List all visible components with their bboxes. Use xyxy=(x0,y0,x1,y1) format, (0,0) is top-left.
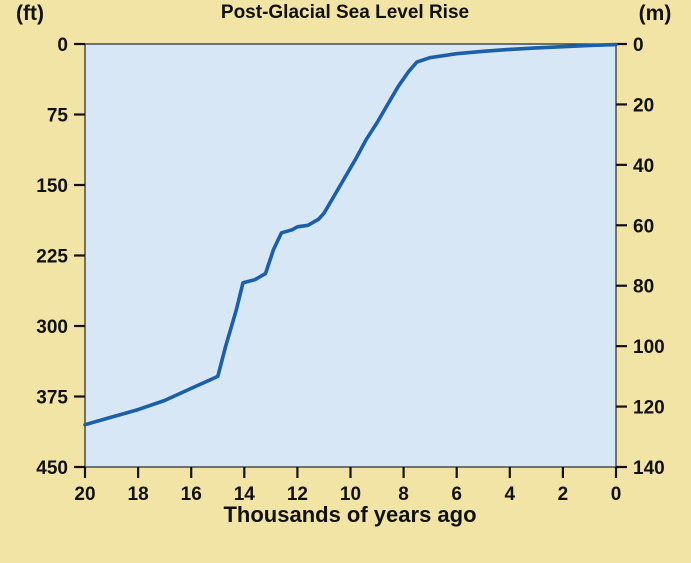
right-axis-unit: (m) xyxy=(639,2,672,25)
right-tick-label: 140 xyxy=(633,458,665,479)
plot-background xyxy=(84,43,617,468)
right-tick-label: 0 xyxy=(633,35,644,56)
left-tick-label: 75 xyxy=(47,106,69,127)
left-tick-label: 0 xyxy=(57,35,68,56)
left-tick-label: 300 xyxy=(36,317,68,338)
sea-level-line xyxy=(83,42,618,427)
x-tick-label: 6 xyxy=(451,484,462,505)
right-tick-label: 60 xyxy=(633,216,654,237)
series-layer xyxy=(83,42,618,427)
x-tick-label: 20 xyxy=(74,484,95,505)
right-tick-label: 80 xyxy=(633,277,654,298)
chart-title: Post-Glacial Sea Level Rise xyxy=(221,2,469,23)
x-tick-label: 10 xyxy=(340,484,361,505)
x-tick-label: 2 xyxy=(558,484,569,505)
right-tick-label: 20 xyxy=(633,95,654,116)
x-tick-label: 4 xyxy=(505,484,516,505)
x-tick-label: 16 xyxy=(181,484,202,505)
x-tick-label: 18 xyxy=(128,484,149,505)
x-tick-label: 0 xyxy=(611,484,622,505)
x-axis-label: Thousands of years ago xyxy=(223,502,476,527)
left-tick-label: 150 xyxy=(36,176,68,197)
right-tick-label: 120 xyxy=(633,398,665,419)
x-tick-label: 8 xyxy=(398,484,409,505)
right-tick-label: 100 xyxy=(633,337,665,358)
left-tick-label: 450 xyxy=(36,458,68,479)
plot-area xyxy=(84,43,617,468)
x-tick-label: 14 xyxy=(234,484,256,505)
left-tick-label: 225 xyxy=(36,247,68,268)
left-axis-unit: (ft) xyxy=(16,2,44,25)
right-tick-label: 40 xyxy=(633,156,654,177)
left-tick-label: 375 xyxy=(36,388,68,409)
x-tick-label: 12 xyxy=(287,484,308,505)
